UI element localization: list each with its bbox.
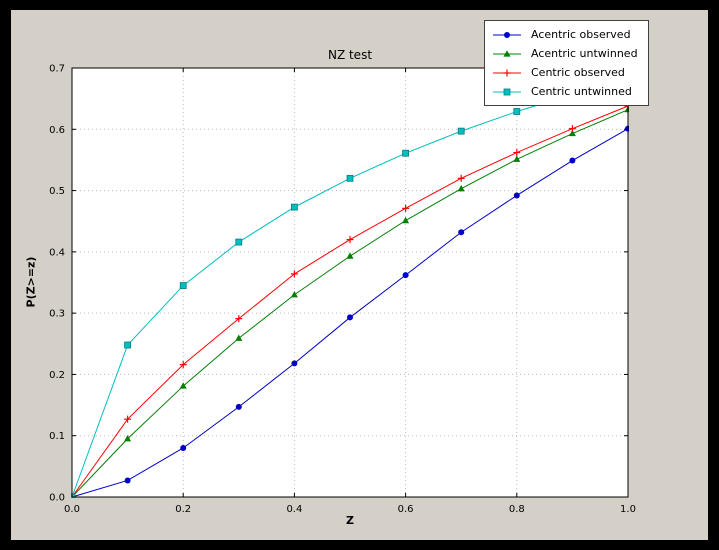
legend-entry-0: Acentric observed [492, 25, 638, 44]
x-tick-label: 0.2 [175, 504, 191, 515]
series-0 [71, 125, 629, 498]
y-tick-label: 0.2 [49, 370, 65, 381]
legend-label: Centric untwinned [531, 85, 632, 98]
legend-entry-3: Centric untwinned [492, 82, 638, 101]
y-tick-label: 0.0 [49, 493, 65, 504]
legend-entry-2: Centric observed [492, 63, 638, 82]
legend-sample-triangle-icon [493, 49, 521, 57]
y-axis-label: P(Z>=z) [24, 256, 38, 308]
legend-label: Centric observed [531, 66, 625, 79]
gridlines [72, 68, 628, 497]
axis-ticks [71, 67, 629, 498]
legend-sample-square-icon [493, 88, 521, 95]
tick-labels: 0.0 0.2 0.4 0.6 0.8 1.0 0.0 0.1 0.2 0.3 0.4 0.5 0.6 0… [49, 64, 636, 516]
y-tick-label: 0.5 [49, 186, 65, 197]
x-tick-label: 1.0 [620, 504, 636, 515]
y-tick-label: 0.7 [49, 64, 65, 75]
legend-label: Acentric observed [531, 28, 631, 41]
plot-area [72, 68, 628, 497]
y-tick-label: 0.3 [49, 309, 65, 320]
legend-entry-1: Acentric untwinned [492, 44, 638, 63]
y-tick-label: 0.6 [49, 125, 65, 136]
x-tick-label: 0.0 [64, 504, 80, 515]
nz-plot: 0.0 0.2 0.4 0.6 0.8 1.0 0.0 0.1 0.2 0.3 0.4 0.5 0.6 0… [49, 64, 636, 516]
legend-sample-plus-icon [493, 69, 521, 76]
legend-label: Acentric untwinned [531, 47, 638, 60]
plot-frame [71, 67, 629, 498]
figure-canvas: 0.0 0.2 0.4 0.6 0.8 1.0 0.0 0.1 0.2 0.3 0.4 0.5 0.6 0… [11, 10, 708, 540]
x-tick-label: 0.6 [398, 504, 414, 515]
y-tick-label: 0.4 [49, 247, 65, 258]
chart-title: NZ test [327, 48, 373, 62]
x-tick-label: 0.4 [286, 504, 302, 515]
y-tick-label: 0.1 [49, 431, 65, 442]
legend-sample-circle-icon [493, 31, 521, 38]
x-tick-label: 0.8 [509, 504, 525, 515]
legend: Acentric observed Acentric untwinned Centr… [484, 20, 649, 106]
x-axis-label: Z [346, 514, 354, 527]
